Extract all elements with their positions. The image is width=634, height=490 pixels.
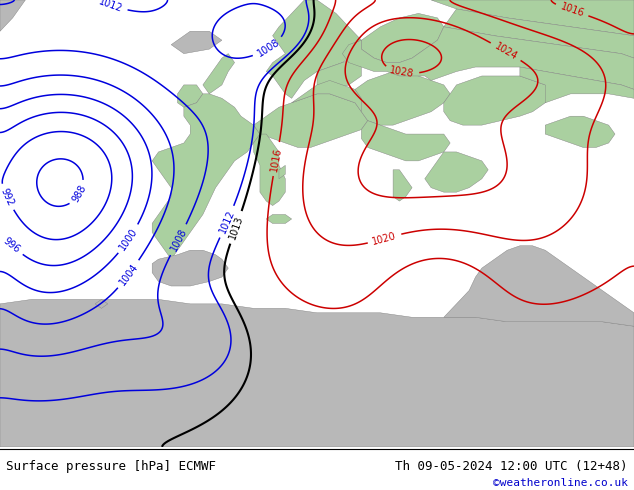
Polygon shape	[203, 53, 235, 94]
Polygon shape	[0, 0, 25, 31]
Polygon shape	[444, 9, 634, 58]
Text: 1016: 1016	[559, 1, 585, 19]
Polygon shape	[254, 94, 368, 147]
Polygon shape	[178, 85, 203, 107]
Text: 1000: 1000	[118, 226, 139, 252]
Polygon shape	[444, 246, 634, 326]
Text: 1013: 1013	[227, 214, 245, 241]
Polygon shape	[317, 58, 361, 89]
Polygon shape	[431, 0, 634, 36]
Text: 1004: 1004	[117, 262, 140, 287]
Polygon shape	[254, 134, 285, 206]
Text: 1008: 1008	[169, 226, 188, 253]
Polygon shape	[292, 80, 361, 112]
Polygon shape	[520, 67, 634, 103]
Polygon shape	[444, 76, 552, 125]
Polygon shape	[152, 94, 260, 259]
Text: 1028: 1028	[389, 66, 415, 80]
Polygon shape	[393, 170, 412, 201]
Polygon shape	[355, 72, 450, 125]
Text: 988: 988	[70, 183, 88, 204]
Text: Th 09-05-2024 12:00 UTC (12+48): Th 09-05-2024 12:00 UTC (12+48)	[395, 460, 628, 473]
Text: 1016: 1016	[269, 146, 283, 172]
Text: 1012: 1012	[217, 208, 236, 235]
Polygon shape	[171, 31, 222, 53]
Polygon shape	[279, 165, 285, 179]
Polygon shape	[152, 250, 228, 286]
Polygon shape	[361, 13, 444, 63]
Polygon shape	[342, 27, 634, 89]
Text: Surface pressure [hPa] ECMWF: Surface pressure [hPa] ECMWF	[6, 460, 216, 473]
Polygon shape	[266, 0, 361, 98]
Polygon shape	[545, 116, 615, 147]
Text: 996: 996	[1, 236, 22, 255]
Polygon shape	[95, 299, 108, 308]
Text: 1024: 1024	[493, 41, 519, 62]
Text: 1008: 1008	[256, 37, 281, 59]
Polygon shape	[266, 215, 292, 223]
Polygon shape	[361, 121, 450, 161]
Text: 992: 992	[0, 187, 16, 208]
Text: ©weatheronline.co.uk: ©weatheronline.co.uk	[493, 478, 628, 488]
Text: 1012: 1012	[98, 0, 124, 14]
Text: 1020: 1020	[372, 230, 398, 246]
Polygon shape	[425, 152, 488, 192]
Polygon shape	[0, 299, 634, 447]
